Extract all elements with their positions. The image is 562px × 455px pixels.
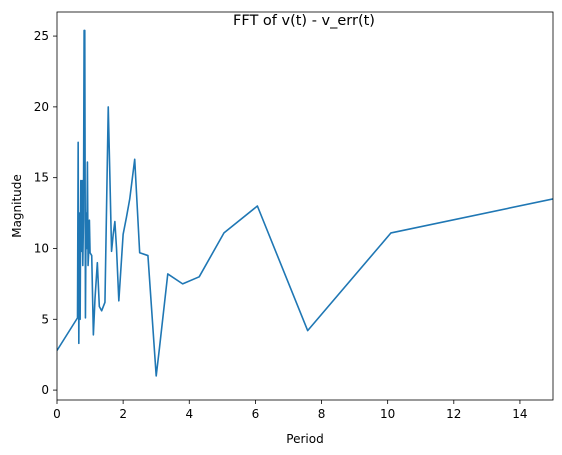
axes-frame [56, 11, 554, 401]
x-tick-label: 6 [252, 407, 260, 421]
plot-area: 0 2 4 6 8 10 12 14 0 5 10 15 20 25 [34, 11, 554, 421]
y-axis-label: Magnitude [10, 174, 24, 238]
y-tick-label: 5 [41, 312, 49, 326]
x-tick-label: 0 [53, 407, 61, 421]
y-tick-label: 10 [34, 241, 49, 255]
series-layer [57, 29, 553, 377]
y-tick-label: 20 [34, 100, 49, 114]
x-tick-label: 12 [446, 407, 461, 421]
x-tick-label: 8 [318, 407, 326, 421]
x-tick-label: 2 [119, 407, 127, 421]
x-tick-label: 4 [185, 407, 193, 421]
y-tick-label: 15 [34, 171, 49, 185]
x-tick-label: 10 [380, 407, 395, 421]
series-line [57, 29, 553, 377]
chart-title: FFT of v(t) - v_err(t) [233, 13, 375, 29]
y-tick-label: 25 [34, 29, 49, 43]
x-axis: 0 2 4 6 8 10 12 14 [53, 400, 528, 421]
y-tick-label: 0 [41, 383, 49, 397]
x-axis-label: Period [286, 432, 323, 446]
y-axis: 0 5 10 15 20 25 [34, 29, 57, 397]
x-tick-label: 14 [512, 407, 527, 421]
